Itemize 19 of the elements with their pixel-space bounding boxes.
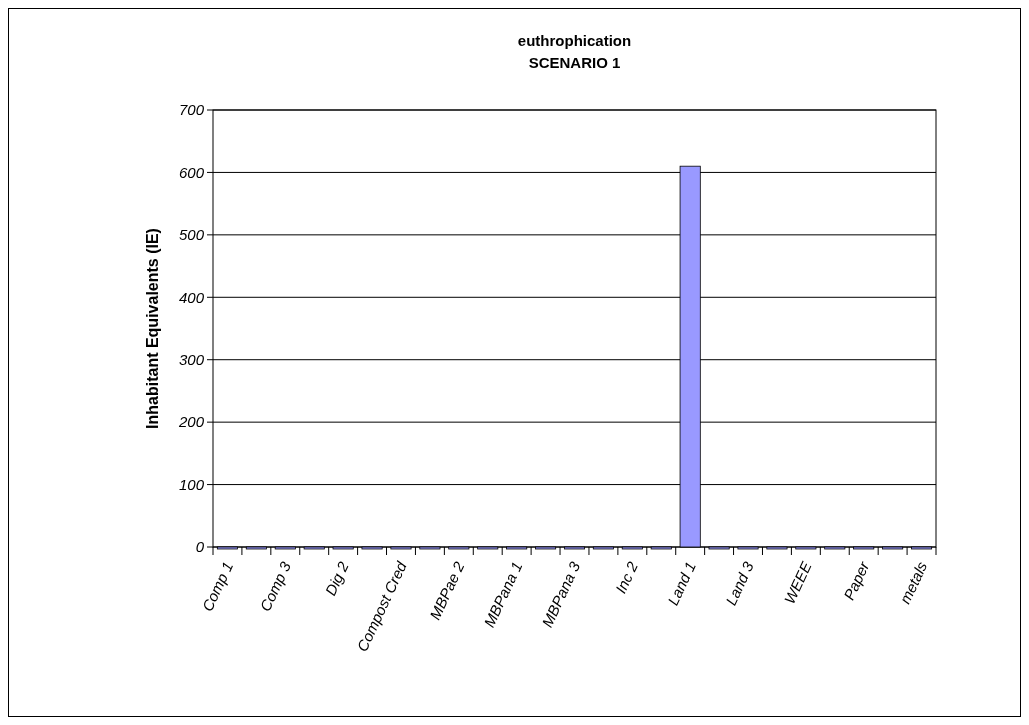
y-tick-label: 700	[178, 101, 205, 119]
chart-title: euthrophication	[517, 32, 632, 49]
x-tick-label: Inc 2	[611, 558, 642, 596]
y-axis-title: Inhabitant Equivalents (IE)	[144, 228, 161, 429]
x-tick-label: Comp 3	[256, 558, 295, 614]
y-tick-label: 400	[178, 288, 205, 306]
x-tick-label: metals	[896, 558, 931, 607]
x-tick-label: Land 3	[721, 558, 758, 608]
y-tick-label: 500	[178, 226, 205, 244]
y-tick-label: 0	[195, 538, 205, 556]
x-tick-label: Land 1	[664, 559, 699, 608]
x-tick-label: Comp 1	[198, 559, 237, 614]
y-tick-label: 100	[178, 475, 205, 493]
x-tick-label: Dig 2	[321, 558, 353, 599]
chart-subtitle: SCENARIO 1	[528, 54, 621, 71]
x-tick-label: Paper	[840, 558, 873, 603]
y-tick-label: 200	[177, 413, 205, 431]
y-tick-label: 600	[178, 163, 205, 181]
y-tick-label: 300	[178, 350, 205, 368]
